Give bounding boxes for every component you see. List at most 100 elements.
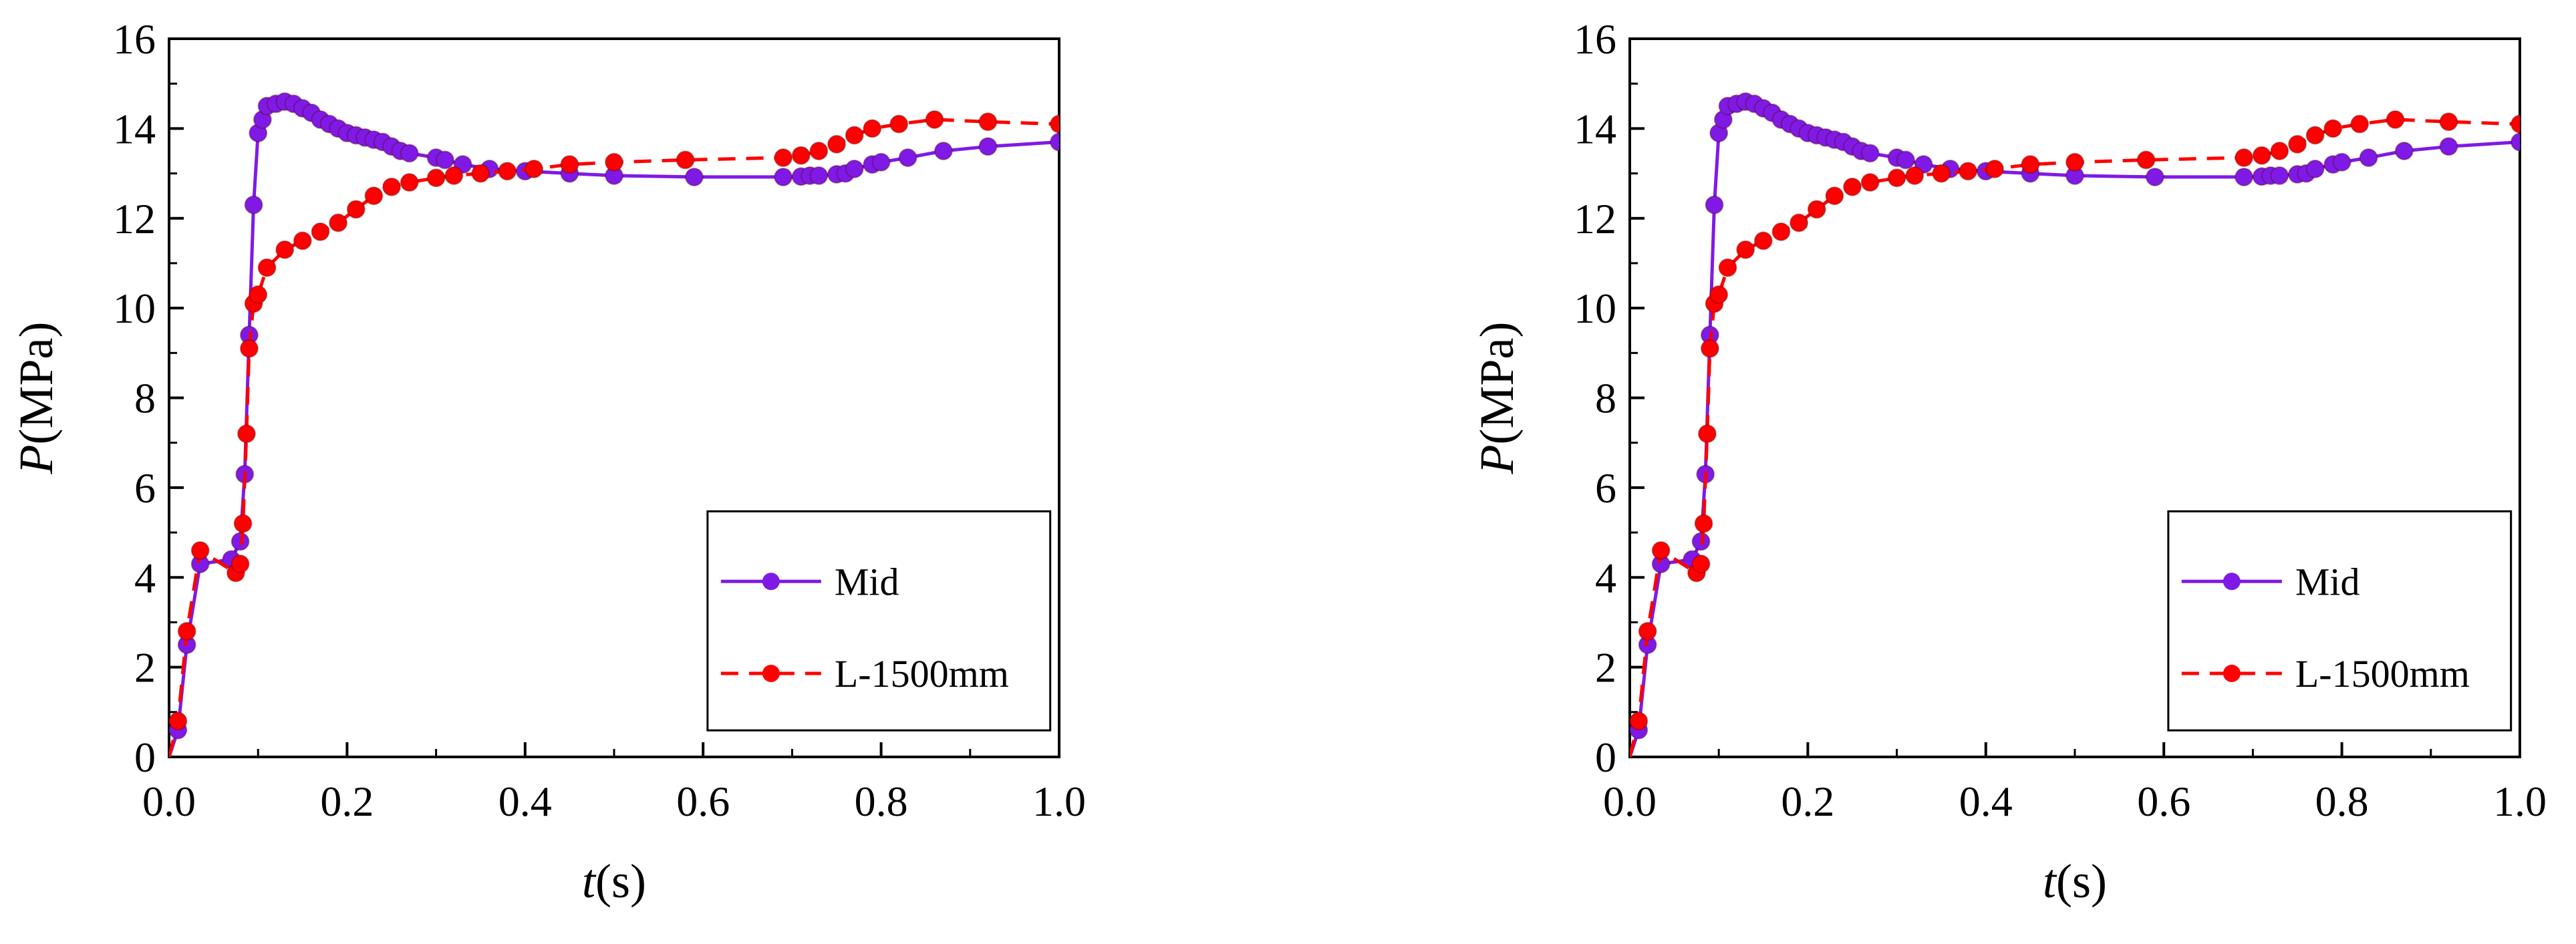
data-point <box>1896 150 1915 170</box>
data-point <box>1694 514 1713 533</box>
data-point <box>275 240 295 259</box>
legend-label: L-1500mm <box>835 652 1009 695</box>
data-point <box>471 164 490 183</box>
data-point <box>1697 424 1717 444</box>
data-point <box>1860 173 1880 192</box>
y-axis-unit: (MPa) <box>1470 322 1524 445</box>
y-tick-label: 14 <box>113 105 156 152</box>
data-point <box>774 167 793 186</box>
data-point <box>1905 166 1924 185</box>
legend-label: Mid <box>835 560 899 603</box>
data-point <box>1771 222 1791 241</box>
data-point <box>898 148 917 168</box>
series-l-1500mm <box>169 110 1059 757</box>
x-axis-unit: (s) <box>2056 854 2107 908</box>
data-point <box>827 134 846 154</box>
data-point <box>2270 166 2289 185</box>
data-point <box>444 166 464 185</box>
data-point <box>2394 141 2414 160</box>
data-point <box>1825 186 1844 206</box>
data-point <box>237 424 256 444</box>
data-point <box>293 231 312 251</box>
x-tick-label: 0.4 <box>1959 778 2013 825</box>
data-point <box>435 150 454 170</box>
data-point <box>2439 112 2458 132</box>
y-tick-label: 4 <box>1595 554 1616 601</box>
data-point <box>1807 200 1826 219</box>
y-tick-label: 16 <box>1574 15 1616 63</box>
y-tick-label: 6 <box>134 464 156 512</box>
y-tick-label: 16 <box>113 15 156 63</box>
data-point <box>560 155 579 174</box>
data-point <box>1709 285 1729 304</box>
data-point <box>1630 712 1649 731</box>
y-tick-label: 0 <box>1595 734 1616 781</box>
data-point <box>889 114 909 134</box>
y-axis-title: P(MPa) <box>1470 322 1524 475</box>
data-point <box>364 186 384 206</box>
data-point <box>239 339 259 358</box>
data-point <box>1638 621 1657 641</box>
data-point <box>1700 339 1719 358</box>
y-tick-label: 12 <box>113 195 156 243</box>
data-point <box>2235 148 2254 168</box>
legend-item: L-1500mm <box>720 652 1009 695</box>
x-tick-label: 0.8 <box>2315 778 2369 825</box>
data-point <box>2350 114 2370 134</box>
data-point <box>244 195 263 214</box>
data-point <box>2021 155 2040 174</box>
data-point <box>400 173 419 192</box>
x-tick-label: 0.6 <box>676 778 730 825</box>
data-point <box>809 141 829 160</box>
legend: Mid L-1500mm <box>706 510 1052 732</box>
y-tick-label: 2 <box>134 644 156 691</box>
data-point <box>169 712 188 731</box>
data-point <box>233 514 253 533</box>
x-tick-label: 0.2 <box>1781 778 1834 825</box>
y-axis-unit: (MPa) <box>9 322 63 445</box>
x-tick-label: 0.2 <box>320 778 374 825</box>
data-point <box>2270 141 2289 160</box>
data-point <box>2305 159 2325 178</box>
data-point <box>1691 555 1711 574</box>
data-point <box>2305 126 2325 145</box>
y-tick-label: 8 <box>134 375 156 422</box>
data-point <box>2386 110 2405 129</box>
data-point <box>845 126 864 145</box>
data-point <box>978 112 998 132</box>
data-point <box>382 177 401 196</box>
x-axis-variable: t <box>582 854 597 908</box>
data-point <box>2145 167 2164 186</box>
x-tick-label: 0.8 <box>855 778 908 825</box>
legend-item: L-1500mm <box>2181 652 2470 695</box>
y-axis-variable: P <box>1470 445 1524 475</box>
legend-swatch-marker <box>762 664 780 682</box>
y-tick-label: 12 <box>1574 195 1616 243</box>
data-point <box>2252 146 2271 165</box>
data-point <box>1959 162 1978 181</box>
legend-box <box>2167 510 2513 732</box>
data-point <box>1985 159 2005 178</box>
x-tick-label: 1.0 <box>1032 778 1086 825</box>
data-point <box>249 285 268 304</box>
data-point <box>2323 119 2343 138</box>
x-tick-label: 0.4 <box>498 778 552 825</box>
data-point <box>257 258 277 277</box>
data-point <box>190 540 210 560</box>
data-point <box>684 167 704 186</box>
y-tick-label: 8 <box>1595 375 1616 422</box>
y-tick-label: 10 <box>113 285 156 332</box>
data-point <box>1050 132 1059 152</box>
chart-panel-2: 0.0 0.2 0.4 0.6 0.8 1.0 0 2 4 6 8 10 12 14 16 t(s) P(MPa… <box>1470 15 2547 908</box>
y-tick-label: 2 <box>1595 644 1616 691</box>
data-point <box>676 150 695 170</box>
data-point <box>2359 148 2378 168</box>
legend-item: Mid <box>2181 560 2360 603</box>
data-point <box>1860 144 1880 163</box>
data-point <box>2235 167 2254 186</box>
data-point <box>1050 114 1059 134</box>
data-point <box>774 148 793 168</box>
data-point <box>2288 134 2307 154</box>
y-axis-title: P(MPa) <box>9 322 63 475</box>
